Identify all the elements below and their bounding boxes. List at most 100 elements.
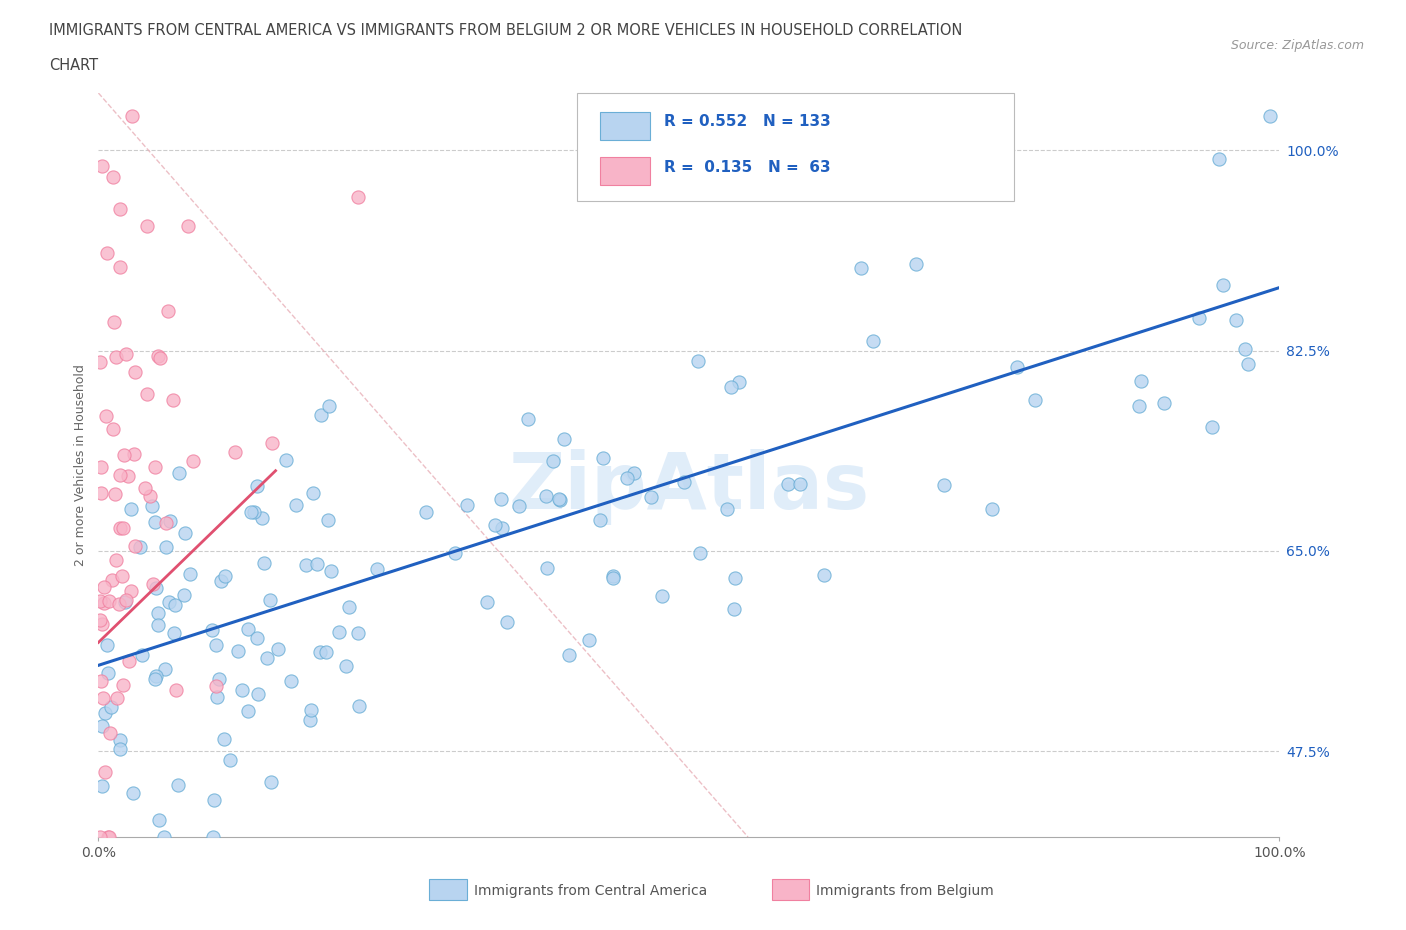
Point bbox=[477, 595, 499, 610]
Point bbox=[101, 422, 124, 437]
Point bbox=[205, 637, 228, 652]
Point bbox=[239, 504, 262, 519]
Point bbox=[776, 477, 799, 492]
Point bbox=[328, 624, 350, 639]
Point bbox=[250, 510, 273, 525]
Point bbox=[108, 741, 131, 756]
Point bbox=[93, 580, 115, 595]
Point bbox=[335, 658, 357, 673]
Point bbox=[90, 673, 112, 688]
Point bbox=[97, 830, 120, 844]
Point bbox=[308, 644, 330, 659]
Point bbox=[309, 408, 332, 423]
Point bbox=[90, 459, 112, 474]
Point bbox=[592, 450, 614, 465]
Point bbox=[1188, 311, 1211, 325]
Point bbox=[163, 598, 186, 613]
Point bbox=[218, 752, 240, 767]
Point bbox=[813, 567, 835, 582]
Point bbox=[415, 504, 437, 519]
Point bbox=[557, 648, 579, 663]
Point bbox=[136, 387, 159, 402]
Point bbox=[236, 703, 259, 718]
Point bbox=[456, 498, 478, 512]
Point bbox=[114, 594, 136, 609]
Point bbox=[347, 698, 370, 713]
Point bbox=[366, 562, 388, 577]
Point bbox=[115, 346, 138, 361]
Point bbox=[689, 546, 711, 561]
Point bbox=[118, 654, 141, 669]
Point bbox=[1258, 109, 1281, 124]
Point bbox=[651, 589, 673, 604]
Point bbox=[145, 669, 167, 684]
Point bbox=[145, 580, 167, 595]
Point bbox=[120, 502, 142, 517]
Point bbox=[93, 595, 115, 610]
Point bbox=[101, 573, 124, 588]
Point bbox=[89, 354, 111, 369]
Point bbox=[517, 412, 540, 427]
Point bbox=[246, 479, 269, 494]
Point bbox=[491, 521, 513, 536]
Point bbox=[155, 539, 177, 554]
Point bbox=[508, 498, 530, 513]
Point bbox=[209, 574, 232, 589]
Point bbox=[174, 525, 197, 540]
Point bbox=[94, 765, 117, 780]
Point bbox=[260, 775, 283, 790]
Point bbox=[205, 689, 228, 704]
Point bbox=[202, 792, 225, 807]
Point bbox=[553, 432, 575, 446]
Point bbox=[602, 570, 624, 585]
Y-axis label: 2 or more Vehicles in Household: 2 or more Vehicles in Household bbox=[75, 364, 87, 566]
Point bbox=[148, 812, 170, 827]
Point bbox=[640, 489, 662, 504]
Point bbox=[111, 568, 134, 583]
FancyBboxPatch shape bbox=[600, 156, 650, 184]
Point bbox=[103, 315, 125, 330]
Point bbox=[688, 353, 710, 368]
Point bbox=[167, 466, 190, 481]
Point bbox=[578, 633, 600, 648]
Text: ZipAtlas: ZipAtlas bbox=[509, 449, 869, 525]
Point bbox=[849, 260, 872, 275]
Point bbox=[121, 786, 143, 801]
Point bbox=[616, 471, 638, 485]
Point bbox=[100, 699, 122, 714]
Point bbox=[321, 564, 343, 578]
Point bbox=[602, 569, 624, 584]
Point bbox=[98, 830, 121, 844]
Point bbox=[94, 408, 117, 423]
Point bbox=[550, 493, 572, 508]
Point bbox=[89, 612, 111, 627]
Point bbox=[284, 498, 307, 512]
Point bbox=[146, 618, 169, 632]
Point bbox=[98, 725, 121, 740]
FancyBboxPatch shape bbox=[429, 880, 467, 900]
Text: IMMIGRANTS FROM CENTRAL AMERICA VS IMMIGRANTS FROM BELGIUM 2 OR MORE VEHICLES IN: IMMIGRANTS FROM CENTRAL AMERICA VS IMMIG… bbox=[49, 23, 963, 38]
Point bbox=[121, 109, 143, 124]
Point bbox=[214, 569, 236, 584]
Point bbox=[201, 623, 224, 638]
Point bbox=[96, 246, 118, 260]
Point bbox=[1201, 420, 1223, 435]
Point bbox=[247, 686, 270, 701]
Point bbox=[1129, 374, 1152, 389]
Point bbox=[89, 593, 111, 608]
Point bbox=[318, 399, 340, 414]
Text: R =  0.135   N =  63: R = 0.135 N = 63 bbox=[664, 160, 831, 175]
Point bbox=[723, 601, 745, 616]
Point bbox=[91, 690, 114, 705]
Point bbox=[231, 683, 253, 698]
Point bbox=[91, 159, 114, 174]
Point bbox=[315, 644, 337, 659]
Point bbox=[789, 477, 811, 492]
Point bbox=[141, 498, 163, 513]
Point bbox=[120, 584, 142, 599]
Point bbox=[208, 671, 231, 686]
Point bbox=[97, 593, 120, 608]
Point bbox=[143, 514, 166, 529]
Point bbox=[165, 683, 187, 698]
Point bbox=[122, 446, 145, 461]
